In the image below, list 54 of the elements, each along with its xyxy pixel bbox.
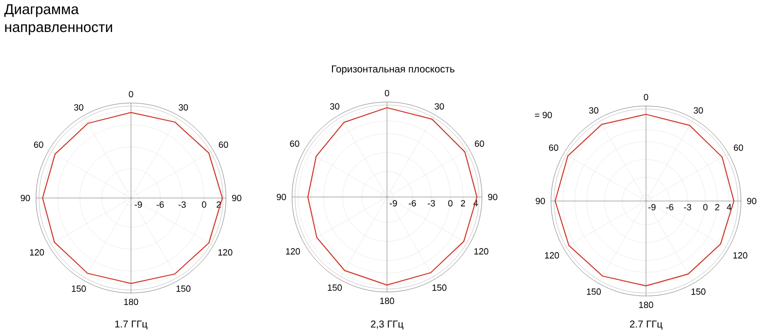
spoke-label: 60 bbox=[34, 141, 44, 148]
spoke-label: 0 bbox=[128, 90, 134, 98]
spoke-label: 150 bbox=[692, 288, 706, 295]
spoke-label: 180 bbox=[380, 298, 394, 304]
spoke-label: 60 bbox=[734, 144, 744, 151]
spoke-label: 90 bbox=[232, 194, 242, 202]
text: = 90 bbox=[534, 112, 552, 118]
spoke-label: 180 bbox=[639, 302, 654, 308]
y-tick-label: 4 bbox=[726, 204, 732, 210]
spoke-label: 60 bbox=[218, 141, 228, 148]
y-tick-label: -3 bbox=[428, 200, 435, 206]
spoke-label: 0 bbox=[384, 90, 390, 96]
y-tick-label: -6 bbox=[156, 201, 164, 208]
chart-title: Диаграмма направленности bbox=[4, 4, 112, 35]
spoke-label: 60 bbox=[474, 140, 484, 147]
spoke-label: 120 bbox=[545, 252, 559, 259]
y-tick-label: -6 bbox=[666, 204, 674, 210]
spoke-label: 30 bbox=[178, 104, 188, 111]
spoke-label: 90 bbox=[536, 198, 545, 204]
text: 1.7 ГГц bbox=[115, 320, 148, 330]
spoke-label: 90 bbox=[276, 194, 286, 200]
y-tick-label: 2 bbox=[460, 200, 466, 206]
spoke-label: 120 bbox=[733, 252, 748, 259]
spoke-label: 90 bbox=[20, 194, 30, 202]
spoke-label: 180 bbox=[124, 298, 138, 306]
spoke-label: 120 bbox=[30, 249, 44, 256]
y-tick-label: -9 bbox=[134, 201, 142, 208]
spoke-label: 120 bbox=[474, 248, 488, 255]
spoke-label: 90 bbox=[488, 194, 498, 200]
spoke-label: 90 bbox=[747, 198, 756, 204]
y-tick-label: 2 bbox=[715, 204, 720, 210]
spoke-label: 120 bbox=[218, 249, 232, 256]
spoke-label: 30 bbox=[694, 107, 703, 114]
spoke-label: 150 bbox=[176, 285, 190, 292]
spoke-label: 30 bbox=[330, 103, 340, 110]
spoke-label: 150 bbox=[432, 284, 446, 291]
chart-title: Горизонтальная плоскость bbox=[332, 66, 454, 74]
y-tick-label: -3 bbox=[684, 204, 692, 210]
spoke-label: 150 bbox=[586, 288, 601, 295]
spoke-label: 60 bbox=[290, 140, 300, 147]
y-tick-label: -6 bbox=[408, 200, 416, 206]
spoke-label: 60 bbox=[549, 144, 558, 151]
y-tick-label: -9 bbox=[390, 200, 397, 206]
spoke-label: 120 bbox=[286, 248, 300, 255]
text: 2,3 ГГц bbox=[370, 320, 404, 330]
spoke-label: 150 bbox=[328, 284, 342, 291]
spoke-label: 150 bbox=[72, 285, 86, 292]
y-tick-label: -9 bbox=[648, 204, 656, 210]
spoke-label: 0 bbox=[644, 94, 648, 100]
spoke-label: 30 bbox=[74, 104, 84, 111]
spoke-label: 30 bbox=[589, 107, 598, 114]
spoke-label: 30 bbox=[434, 103, 444, 110]
y-tick-label: -3 bbox=[178, 201, 186, 208]
text: 2.7 ГГц bbox=[630, 320, 662, 330]
